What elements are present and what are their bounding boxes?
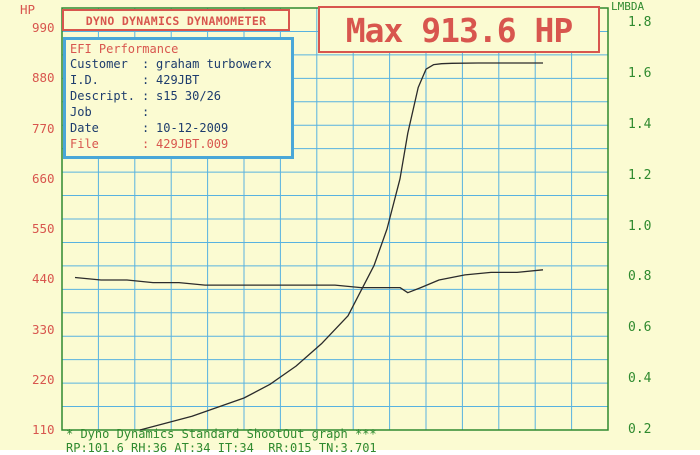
left-tick-label: 330 — [32, 321, 55, 337]
left-axis-unit: HP — [20, 2, 36, 17]
right-tick-label: 1.2 — [628, 167, 652, 183]
footer-line-2: RP:101.6 RH:36 AT:34 IT:34 RR:015 TN:3.7… — [66, 441, 377, 455]
info-row-file: File:429JBT.009 — [70, 137, 229, 151]
left-tick-label: 110 — [32, 422, 55, 437]
dyno-title-box: DYNO DYNAMICS DYNAMOMETER — [62, 9, 290, 31]
footer-line-1: * Dyno Dynamics Standard ShootOut graph … — [66, 427, 377, 441]
dyno-title: DYNO DYNAMICS DYNAMOMETER — [85, 14, 267, 28]
right-axis-unit: LMBDA — [611, 0, 645, 13]
right-tick-label: 1.8 — [628, 15, 652, 31]
right-tick-label: 0.6 — [628, 320, 652, 336]
info-row-id: I.D.:429JBT — [70, 73, 200, 87]
info-row-job: Job: — [70, 105, 150, 119]
left-tick-label: 990 — [32, 20, 55, 36]
max-hp-box: Max 913.6 HP — [318, 6, 600, 53]
right-tick-label: 1.4 — [628, 116, 652, 132]
left-tick-label: 440 — [32, 271, 55, 287]
right-tick-label: 0.8 — [628, 269, 652, 285]
left-tick-label: 220 — [32, 371, 55, 387]
max-hp-label: Max 913.6 HP — [345, 11, 573, 50]
info-row-descript: Descript.: s15 30/26 — [70, 89, 222, 103]
info-title: EFI Performance — [70, 42, 179, 56]
right-tick-label: 0.2 — [628, 422, 652, 437]
left-tick-label: 660 — [32, 170, 55, 186]
run-info-box: EFI Performance Customer: graham turbower… — [63, 37, 294, 159]
lambda-curve — [74, 269, 544, 294]
info-row-customer: Customer: graham turbowerx — [70, 57, 272, 71]
right-tick-label: 0.4 — [628, 371, 652, 387]
left-tick-label: 880 — [32, 70, 55, 86]
right-tick-label: 1.6 — [628, 66, 652, 82]
left-tick-label: 550 — [32, 221, 55, 237]
right-tick-label: 1.0 — [628, 218, 652, 234]
power-curve — [139, 62, 543, 431]
left-tick-label: 770 — [32, 120, 55, 136]
info-row-date: Date:10-12-2009 — [70, 121, 229, 135]
